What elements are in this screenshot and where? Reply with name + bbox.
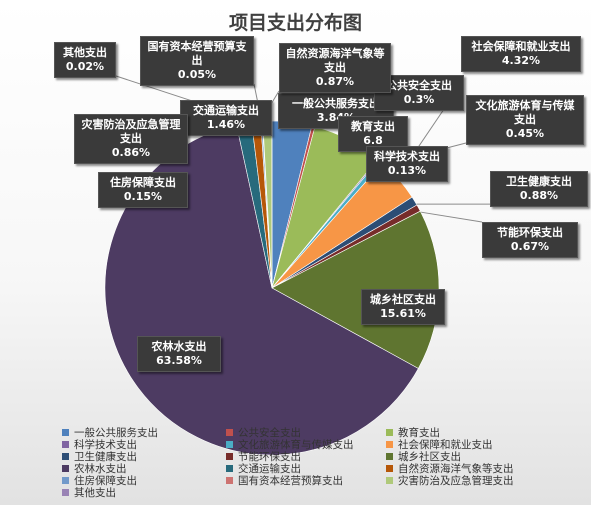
legend-item: 公共安全支出 (226, 427, 301, 439)
legend-swatch (386, 453, 393, 460)
data-label-value: 0.05% (177, 68, 217, 81)
data-label: 社会保障和就业支出 4.32% (461, 36, 581, 72)
data-label: 节能环保支出 0.67% (482, 222, 578, 258)
legend-label: 一般公共服务支出 (74, 427, 158, 439)
data-label-name: 卫生健康支出 (506, 175, 572, 188)
data-label-value: 1.46% (206, 118, 246, 131)
legend-item: 自然资源海洋气象等支出 (386, 463, 514, 475)
data-label-name: 农林水支出 (151, 340, 207, 353)
legend-label: 节能环保支出 (238, 451, 301, 463)
data-label-value: 0.3% (403, 93, 435, 106)
legend-label: 社会保障和就业支出 (398, 439, 493, 451)
data-label-name: 自然资源海洋气象等支出 (285, 47, 385, 74)
legend-label: 灾害防治及应急管理支出 (398, 475, 514, 487)
data-label: 其他支出 0.02% (54, 42, 116, 78)
legend-label: 交通运输支出 (238, 463, 301, 475)
chart-title: 项目支出分布图 (228, 12, 362, 34)
data-label-name: 科学技术支出 (374, 150, 440, 163)
legend-item: 教育支出 (386, 427, 440, 439)
legend-swatch (62, 477, 69, 484)
legend-swatch (226, 453, 233, 460)
legend-swatch (62, 465, 69, 472)
data-label: 农林水支出 63.58% (137, 336, 221, 372)
data-label-name: 节能环保支出 (497, 226, 563, 239)
data-label: 科学技术支出 0.13% (366, 146, 448, 182)
legend-swatch (386, 465, 393, 472)
data-label-name: 文化旅游体育与传媒支出 (475, 99, 575, 126)
data-label-name: 公共安全支出 (386, 79, 452, 92)
data-label: 自然资源海洋气象等支出 0.87% (279, 43, 391, 93)
legend-label: 公共安全支出 (238, 427, 301, 439)
data-label-name: 住房保障支出 (110, 176, 176, 189)
legend-swatch (226, 465, 233, 472)
legend-item: 城乡社区支出 (386, 451, 461, 463)
leader-line (413, 210, 483, 223)
data-label-value: 0.45% (505, 127, 545, 140)
legend-item: 社会保障和就业支出 (386, 439, 493, 451)
legend-label: 教育支出 (398, 427, 440, 439)
data-label-name: 社会保障和就业支出 (471, 40, 571, 53)
data-label: 灾害防治及应急管理支出 0.86% (74, 114, 188, 164)
legend-item: 农林水支出 (62, 463, 127, 475)
legend-swatch (226, 429, 233, 436)
data-label-value: 15.61% (380, 307, 426, 320)
data-label-name: 城乡社区支出 (370, 293, 436, 306)
data-label: 城乡社区支出 15.61% (361, 289, 445, 325)
legend-swatch (386, 429, 393, 436)
legend-item: 卫生健康支出 (62, 451, 137, 463)
legend-label: 其他支出 (74, 487, 116, 499)
data-label-value: 0.13% (387, 164, 427, 177)
legend-swatch (226, 441, 233, 448)
data-label-value: 63.58% (156, 354, 202, 367)
legend-swatch (62, 453, 69, 460)
legend-item: 科学技术支出 (62, 439, 137, 451)
legend-swatch (226, 477, 233, 484)
data-label-name: 其他支出 (63, 46, 107, 59)
data-label-name: 一般公共服务支出 (292, 97, 380, 110)
data-label-value: 4.32% (501, 54, 541, 67)
data-label-value: 0.86% (111, 146, 151, 159)
legend-swatch (62, 441, 69, 448)
legend-label: 文化旅游体育与传媒支出 (238, 439, 354, 451)
data-label: 国有资本经营预算支出 0.05% (140, 36, 254, 86)
data-label: 交通运输支出 1.46% (180, 100, 272, 136)
data-label-value: 0.15% (123, 190, 163, 203)
legend-swatch (386, 441, 393, 448)
legend-item: 灾害防治及应急管理支出 (386, 475, 514, 487)
data-label: 卫生健康支出 0.88% (490, 171, 588, 207)
data-label-name: 灾害防治及应急管理支出 (81, 118, 181, 145)
legend-item: 其他支出 (62, 487, 116, 499)
legend-item: 住房保障支出 (62, 475, 137, 487)
legend-item: 节能环保支出 (226, 451, 301, 463)
data-label-value: 0.02% (65, 60, 105, 73)
legend-label: 自然资源海洋气象等支出 (398, 463, 514, 475)
data-label-value: 0.67% (510, 240, 550, 253)
legend-label: 城乡社区支出 (398, 451, 461, 463)
legend-swatch (62, 429, 69, 436)
legend-item: 一般公共服务支出 (62, 427, 158, 439)
data-label-name: 教育支出 (351, 120, 395, 133)
legend-label: 住房保障支出 (74, 475, 137, 487)
legend-item: 交通运输支出 (226, 463, 301, 475)
legend-swatch (62, 489, 69, 496)
data-label-name: 交通运输支出 (193, 104, 259, 117)
legend-label: 科学技术支出 (74, 439, 137, 451)
data-label-value: 0.88% (519, 189, 559, 202)
legend-label: 卫生健康支出 (74, 451, 137, 463)
data-label-value: 0.87% (315, 75, 355, 88)
data-label-value: 6.8 (363, 134, 383, 147)
legend-item: 文化旅游体育与传媒支出 (226, 439, 354, 451)
data-label: 文化旅游体育与传媒支出 0.45% (466, 95, 584, 145)
legend: 一般公共服务支出 公共安全支出 教育支出科学技术支出 文化旅游体育与传媒支出 社会保障和… (62, 427, 540, 499)
legend-item: 国有资本经营预算支出 (226, 475, 343, 487)
legend-label: 农林水支出 (74, 463, 127, 475)
legend-label: 国有资本经营预算支出 (238, 475, 343, 487)
data-label-name: 国有资本经营预算支出 (147, 40, 247, 67)
data-label: 教育支出 6.8 (338, 116, 408, 152)
data-label: 住房保障支出 0.15% (98, 172, 188, 208)
legend-swatch (386, 477, 393, 484)
